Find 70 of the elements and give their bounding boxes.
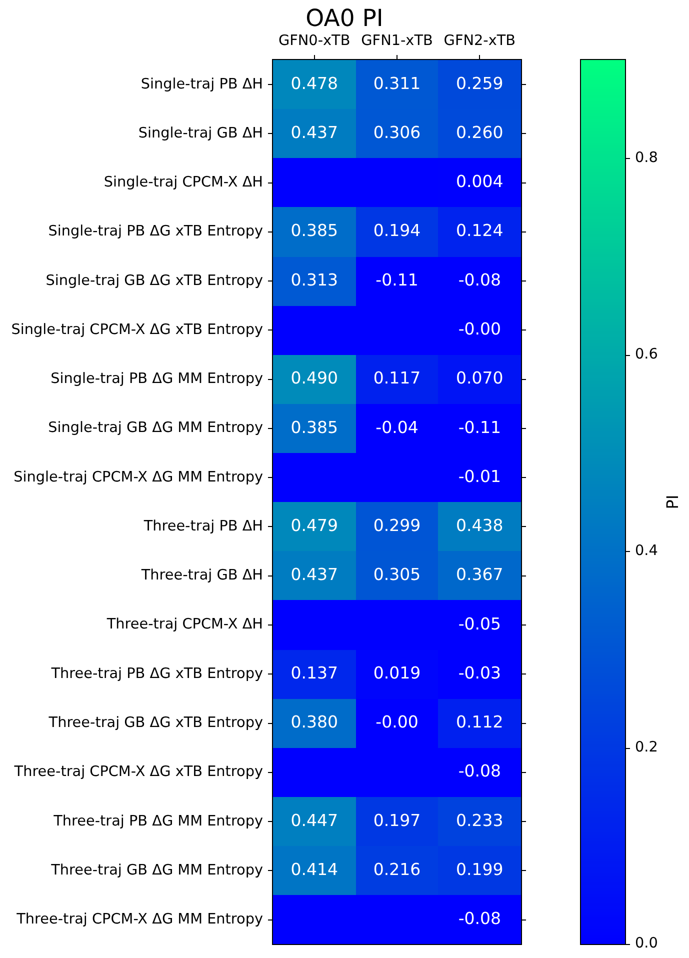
y-tick-label: Three-traj PB ΔG MM Entropy — [52, 813, 264, 830]
data-label: -0.11 — [458, 418, 502, 437]
y-tick-label: Single-traj GB ΔG xTB Entropy — [46, 272, 264, 289]
data-label: 0.070 — [456, 368, 504, 388]
y-tick-label: Three-traj CPCM-X ΔH — [106, 616, 263, 633]
y-tick-label: Single-traj PB ΔH — [140, 76, 263, 92]
data-label: 0.197 — [373, 810, 421, 830]
data-label: 0.385 — [290, 418, 338, 437]
color-bar-label: 0.6 — [635, 346, 658, 362]
data-label: -0.01 — [458, 466, 502, 486]
data-label: 0.216 — [373, 860, 421, 879]
data-label: 0.490 — [290, 368, 338, 388]
x-tick-label: GFN2-xTB — [444, 33, 516, 50]
data-label: 0.233 — [456, 810, 504, 830]
data-label: 0.380 — [290, 712, 338, 732]
data-label: 0.437 — [290, 122, 338, 142]
y-tick-label: Single-traj PB ΔG xTB Entropy — [48, 224, 264, 240]
y-tick-label: Single-traj GB ΔG MM Entropy — [48, 420, 264, 436]
data-label: -0.08 — [458, 762, 502, 781]
data-label: 0.385 — [290, 221, 338, 240]
chart-title: OA0 PI — [306, 4, 384, 32]
data-label: 0.437 — [290, 565, 338, 584]
data-label: 0.112 — [456, 712, 504, 732]
data-label: 0.199 — [456, 860, 504, 879]
y-tick-label: Three-traj GB ΔH — [140, 568, 263, 584]
data-label: 0.260 — [456, 122, 504, 142]
y-tick-label: Three-traj GB ΔG MM Entropy — [50, 862, 264, 878]
data-label: 0.313 — [290, 270, 338, 290]
x-tick-label: GFN0-xTB — [278, 33, 350, 50]
color-bar-label: 0.0 — [635, 936, 658, 952]
y-tick-label: Single-traj CPCM-X ΔG xTB Entropy — [11, 322, 264, 338]
color-bar-label: 0.2 — [635, 739, 658, 756]
data-label: -0.00 — [458, 320, 502, 338]
color-bar-label: 0.8 — [635, 150, 658, 166]
data-label: 0.124 — [456, 221, 504, 240]
y-tick-label: Three-traj PB ΔH — [142, 518, 263, 534]
data-label: -0.08 — [458, 909, 502, 928]
data-label: -0.08 — [458, 270, 502, 290]
data-label: 0.305 — [373, 565, 421, 584]
y-tick-label: Single-traj CPCM-X ΔG MM Entropy — [14, 469, 264, 486]
data-label: 0.004 — [456, 172, 504, 192]
data-label: 0.117 — [373, 368, 421, 388]
data-label: -0.03 — [458, 663, 502, 682]
y-tick-label: Single-traj GB ΔH — [138, 125, 263, 142]
data-label: -0.11 — [376, 270, 418, 290]
data-label: 0.306 — [373, 122, 421, 142]
data-label: 0.137 — [290, 663, 338, 682]
data-label: 0.019 — [373, 663, 421, 682]
data-label: -0.00 — [376, 712, 418, 732]
data-label: 0.367 — [456, 565, 504, 584]
y-tick-label: Single-traj PB ΔG MM Entropy — [50, 371, 264, 388]
y-tick-label: Three-traj CPCM-X ΔG xTB Entropy — [13, 764, 264, 780]
data-label: -0.05 — [458, 614, 502, 634]
y-tick-label: Three-traj GB ΔG xTB Entropy — [48, 715, 264, 732]
y-tick-label: Three-traj CPCM-X ΔG MM Entropy — [16, 912, 264, 928]
y-tick-label: Single-traj CPCM-X ΔH — [104, 174, 263, 191]
y-tick-label: Three-traj PB ΔG xTB Entropy — [50, 666, 264, 682]
data-label: 0.311 — [373, 74, 421, 93]
data-label: 0.438 — [456, 516, 504, 536]
data-label: 0.194 — [373, 221, 421, 240]
data-label: 0.447 — [290, 810, 338, 830]
data-label: 0.414 — [290, 860, 338, 879]
color-bar-title: PI — [663, 494, 682, 510]
color-bar-label: 0.4 — [635, 542, 658, 559]
data-label: 0.479 — [290, 516, 338, 536]
data-label: 0.259 — [456, 74, 504, 93]
data-label: 0.478 — [290, 74, 338, 93]
x-tick-label: GFN1-xTB — [361, 33, 433, 50]
data-label: 0.299 — [373, 516, 421, 536]
data-label: -0.04 — [376, 418, 418, 437]
